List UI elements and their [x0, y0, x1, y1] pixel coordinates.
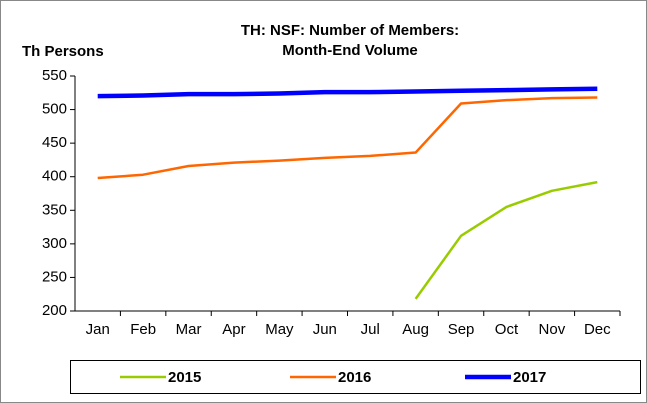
y-tick-label: 300 — [42, 235, 67, 252]
series-line — [97, 96, 598, 180]
x-tick-label: Jun — [313, 321, 337, 338]
y-axis-label: Th Persons — [22, 43, 104, 60]
legend-label: 2017 — [513, 369, 546, 386]
y-tick-label: 400 — [42, 168, 67, 185]
series-line — [97, 86, 598, 99]
x-tick-label: Nov — [539, 321, 566, 338]
x-tick-label: Sep — [448, 321, 475, 338]
y-tick-label: 500 — [42, 101, 67, 118]
x-tick-label: Jul — [361, 321, 380, 338]
x-tick-label: May — [265, 321, 294, 338]
y-tick-label: 250 — [42, 268, 67, 285]
chart-title: TH: NSF: Number of Members: — [241, 22, 459, 39]
y-tick-label: 450 — [42, 134, 67, 151]
y-tick-label: 550 — [42, 67, 67, 84]
y-tick-label: 350 — [42, 201, 67, 218]
x-tick-label: Apr — [222, 321, 245, 338]
x-tick-label: Jan — [86, 321, 110, 338]
x-tick-label: Feb — [130, 321, 156, 338]
series-line — [414, 180, 598, 300]
x-tick-label: Oct — [495, 321, 519, 338]
x-tick-label: Dec — [584, 321, 611, 338]
legend-label: 2016 — [338, 369, 371, 386]
y-tick-label: 200 — [42, 302, 67, 319]
chart-subtitle: Month-End Volume — [282, 42, 418, 59]
x-tick-label: Aug — [402, 321, 429, 338]
x-tick-label: Mar — [176, 321, 202, 338]
legend-label: 2015 — [168, 369, 201, 386]
